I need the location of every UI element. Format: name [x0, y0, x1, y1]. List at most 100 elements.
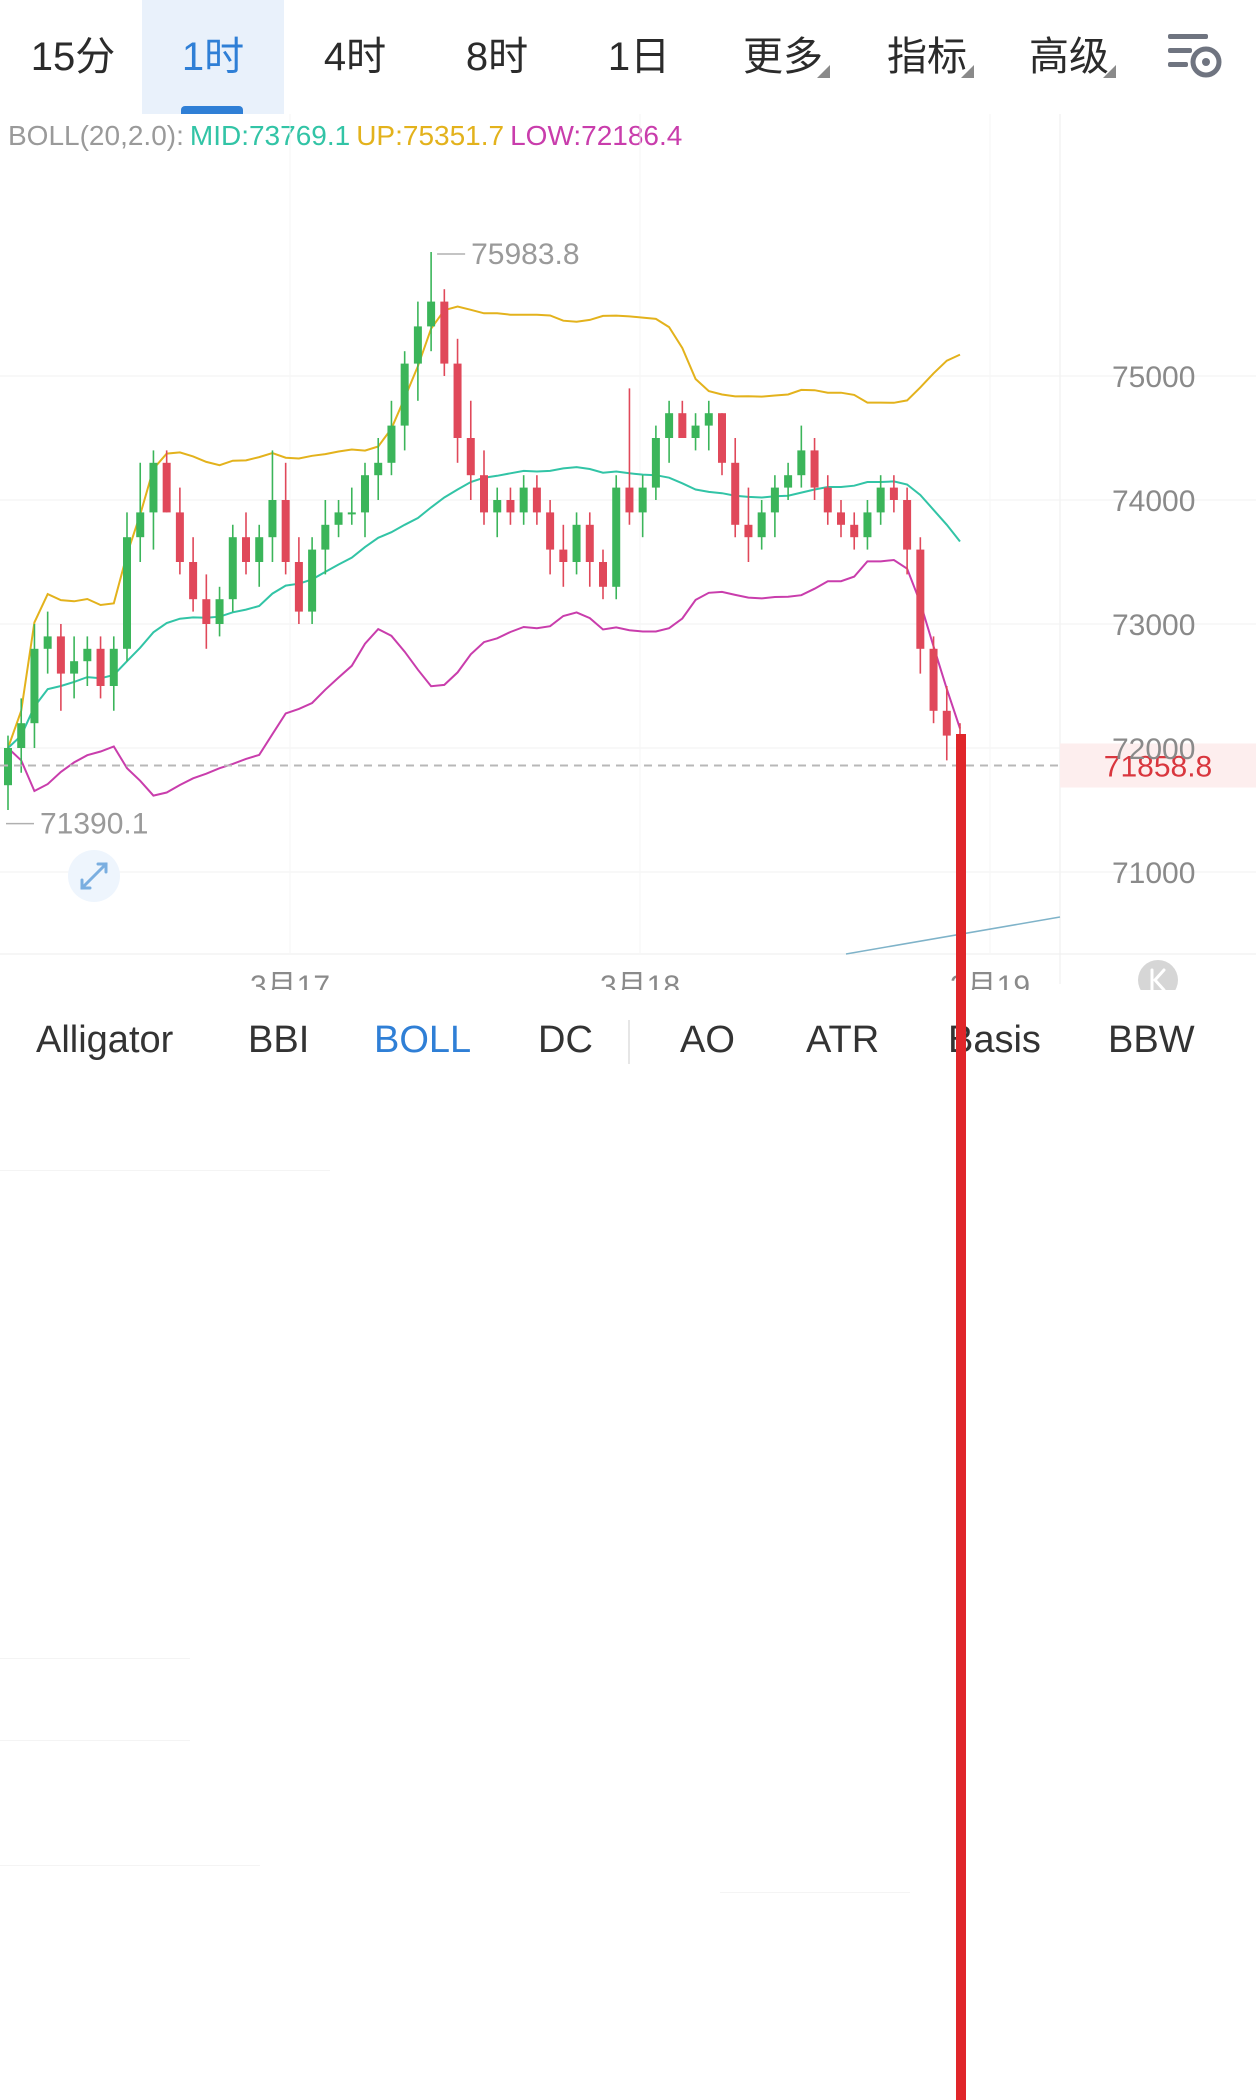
tab-1h[interactable]: 1时 — [142, 0, 284, 114]
red-vertical-marker — [956, 734, 966, 2100]
tab-8h[interactable]: 8时 — [442, 0, 552, 114]
candle-body — [638, 487, 647, 513]
y-tick-label: 74000 — [1112, 485, 1195, 518]
candle — [665, 400, 674, 463]
candle — [347, 487, 356, 525]
candle-body — [585, 524, 594, 562]
candle-body — [691, 425, 700, 438]
candle-body — [678, 413, 687, 438]
candle — [863, 500, 872, 550]
indicator-atr[interactable]: ATR — [806, 1019, 880, 1061]
candle — [810, 438, 819, 500]
candle — [599, 549, 607, 600]
x-tick-label: 3月17 — [250, 970, 330, 990]
candle — [149, 450, 158, 550]
candle — [876, 475, 885, 525]
candle — [123, 512, 131, 662]
timeframe-tabs: 15分 1时 4时 8时 1日 更多 指标 高级 — [0, 0, 1256, 114]
tab-15m[interactable]: 15分 — [18, 0, 128, 114]
chart-settings-icon[interactable] — [1164, 28, 1228, 84]
trend-line — [845, 916, 1061, 955]
tab-label: 更多 — [743, 35, 823, 79]
candle — [294, 537, 303, 624]
indicator-bbi[interactable]: BBI — [248, 1019, 310, 1061]
tab-label: 1时 — [181, 35, 245, 79]
chart-grid — [0, 114, 1256, 984]
candle — [559, 524, 568, 587]
indicator-bbw[interactable]: BBW — [1108, 1019, 1195, 1061]
candle-body — [532, 487, 541, 513]
x-tick-label: 3月18 — [600, 970, 680, 990]
candle-body — [929, 648, 938, 711]
candle-body — [70, 661, 79, 674]
tab-more[interactable]: 更多 — [740, 0, 830, 114]
candlestick-chart[interactable]: 71858.8 75983.8 71390.1 75000 74000 73000 720… — [0, 114, 1256, 990]
candle — [929, 636, 938, 724]
candle — [109, 636, 118, 711]
candle-body — [810, 450, 819, 488]
indicator-boll[interactable]: BOLL — [374, 1019, 472, 1061]
candle-body — [294, 562, 303, 612]
indicator-dc[interactable]: DC — [538, 1019, 593, 1061]
boll-upper-band — [7, 305, 961, 749]
candle — [625, 388, 634, 525]
tab-indicators[interactable]: 指标 — [884, 0, 974, 114]
indicator-alligator[interactable]: Alligator — [36, 1019, 174, 1061]
candle-body — [823, 487, 832, 513]
candle-body — [255, 537, 264, 562]
current-price-label: 71858.8 — [1104, 751, 1212, 784]
candle — [678, 400, 687, 438]
tab-label: 高级 — [1029, 35, 1109, 79]
candle-body — [850, 524, 859, 538]
candle-body — [228, 537, 237, 600]
candle-body — [96, 648, 105, 686]
candles — [4, 252, 964, 810]
candle — [427, 252, 436, 352]
candle-body — [744, 524, 753, 538]
candle — [718, 413, 726, 476]
candle — [704, 400, 713, 451]
chart-annotations: 71858.8 75983.8 71390.1 — [0, 238, 1256, 990]
tab-advanced[interactable]: 高级 — [1026, 0, 1116, 114]
indicator-ao[interactable]: AO — [680, 1019, 735, 1061]
candle — [466, 400, 475, 500]
candle — [519, 475, 528, 525]
candle-body — [770, 487, 779, 513]
candle — [83, 636, 92, 686]
scroll-latest-icon — [1138, 960, 1178, 990]
candle-body — [916, 549, 925, 649]
candle — [850, 512, 859, 550]
candle — [837, 500, 845, 538]
candle — [691, 413, 700, 451]
candle — [546, 500, 555, 575]
tab-label: 8时 — [465, 35, 529, 79]
candle — [480, 450, 488, 525]
candle-body — [361, 475, 369, 513]
candle-body — [387, 425, 396, 463]
candle — [321, 500, 330, 575]
bollinger-bands — [7, 305, 961, 797]
candle-body — [784, 475, 793, 488]
candle — [374, 438, 383, 500]
y-tick-label: 72000 — [1112, 733, 1195, 766]
tab-4h[interactable]: 4时 — [300, 0, 410, 114]
candle-body — [612, 487, 621, 587]
candle — [400, 351, 409, 451]
tab-label: 1日 — [607, 35, 671, 79]
candle-body — [347, 512, 356, 515]
candle — [56, 624, 65, 711]
candle-body — [440, 301, 449, 364]
candle-body — [506, 500, 515, 513]
candle-body — [797, 450, 806, 476]
candle-body — [559, 549, 568, 562]
candle — [70, 636, 79, 699]
candle-body — [731, 462, 740, 525]
boll-legend: BOLL(20,2.0): MID:73769.1 UP:75351.7 LOW:72… — [8, 120, 688, 152]
x-tick-label: 3月19 — [950, 970, 1030, 990]
candle-body — [189, 562, 198, 600]
candle — [17, 698, 26, 773]
candle-body — [4, 748, 12, 786]
candle-body — [704, 413, 713, 426]
candle-body — [427, 301, 436, 327]
tab-1d[interactable]: 1日 — [584, 0, 694, 114]
